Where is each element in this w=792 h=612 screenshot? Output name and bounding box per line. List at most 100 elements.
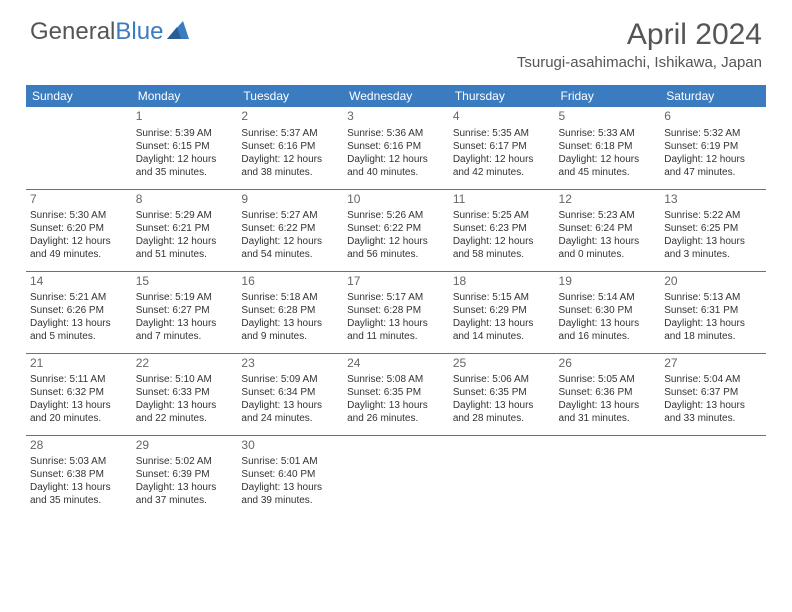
sunrise-text: Sunrise: 5:05 AM <box>559 373 657 386</box>
sunset-text: Sunset: 6:18 PM <box>559 140 657 153</box>
sunrise-text: Sunrise: 5:19 AM <box>136 291 234 304</box>
sunrise-text: Sunrise: 5:30 AM <box>30 209 128 222</box>
calendar-cell: 22Sunrise: 5:10 AMSunset: 6:33 PMDayligh… <box>132 353 238 435</box>
daylight-text: Daylight: 13 hours <box>347 399 445 412</box>
weekday-header-row: Sunday Monday Tuesday Wednesday Thursday… <box>26 85 766 107</box>
weekday-header: Tuesday <box>237 85 343 107</box>
location-text: Tsurugi-asahimachi, Ishikawa, Japan <box>517 54 762 71</box>
sunset-text: Sunset: 6:19 PM <box>664 140 762 153</box>
calendar-cell: 29Sunrise: 5:02 AMSunset: 6:39 PMDayligh… <box>132 435 238 517</box>
daylight-text: and 38 minutes. <box>241 166 339 179</box>
calendar-cell: 13Sunrise: 5:22 AMSunset: 6:25 PMDayligh… <box>660 189 766 271</box>
weekday-header: Wednesday <box>343 85 449 107</box>
daylight-text: and 20 minutes. <box>30 412 128 425</box>
sunset-text: Sunset: 6:25 PM <box>664 222 762 235</box>
sunset-text: Sunset: 6:40 PM <box>241 468 339 481</box>
daylight-text: Daylight: 12 hours <box>347 153 445 166</box>
calendar-cell: 17Sunrise: 5:17 AMSunset: 6:28 PMDayligh… <box>343 271 449 353</box>
sunrise-text: Sunrise: 5:01 AM <box>241 455 339 468</box>
daylight-text: and 35 minutes. <box>30 494 128 507</box>
weekday-header: Friday <box>555 85 661 107</box>
daylight-text: Daylight: 12 hours <box>559 153 657 166</box>
sunrise-text: Sunrise: 5:21 AM <box>30 291 128 304</box>
sunset-text: Sunset: 6:23 PM <box>453 222 551 235</box>
sunset-text: Sunset: 6:27 PM <box>136 304 234 317</box>
daylight-text: Daylight: 13 hours <box>453 317 551 330</box>
logo-text-2: Blue <box>115 18 163 46</box>
sunset-text: Sunset: 6:29 PM <box>453 304 551 317</box>
page-title: April 2024 <box>517 18 762 52</box>
day-number: 25 <box>453 356 551 372</box>
calendar-cell: 10Sunrise: 5:26 AMSunset: 6:22 PMDayligh… <box>343 189 449 271</box>
daylight-text: and 0 minutes. <box>559 248 657 261</box>
sunset-text: Sunset: 6:21 PM <box>136 222 234 235</box>
daylight-text: Daylight: 13 hours <box>559 399 657 412</box>
sunset-text: Sunset: 6:28 PM <box>241 304 339 317</box>
sunset-text: Sunset: 6:26 PM <box>30 304 128 317</box>
calendar-cell: 19Sunrise: 5:14 AMSunset: 6:30 PMDayligh… <box>555 271 661 353</box>
sunset-text: Sunset: 6:28 PM <box>347 304 445 317</box>
daylight-text: Daylight: 13 hours <box>664 399 762 412</box>
sunrise-text: Sunrise: 5:29 AM <box>136 209 234 222</box>
daylight-text: Daylight: 13 hours <box>453 399 551 412</box>
sunset-text: Sunset: 6:16 PM <box>347 140 445 153</box>
sunset-text: Sunset: 6:32 PM <box>30 386 128 399</box>
daylight-text: Daylight: 12 hours <box>347 235 445 248</box>
sunrise-text: Sunrise: 5:11 AM <box>30 373 128 386</box>
daylight-text: and 11 minutes. <box>347 330 445 343</box>
day-number: 28 <box>30 438 128 454</box>
calendar-cell: 25Sunrise: 5:06 AMSunset: 6:35 PMDayligh… <box>449 353 555 435</box>
sunset-text: Sunset: 6:22 PM <box>347 222 445 235</box>
daylight-text: and 40 minutes. <box>347 166 445 179</box>
sunrise-text: Sunrise: 5:23 AM <box>559 209 657 222</box>
calendar-cell: 9Sunrise: 5:27 AMSunset: 6:22 PMDaylight… <box>237 189 343 271</box>
calendar-row: 1Sunrise: 5:39 AMSunset: 6:15 PMDaylight… <box>26 107 766 189</box>
daylight-text: Daylight: 13 hours <box>136 317 234 330</box>
daylight-text: Daylight: 13 hours <box>241 481 339 494</box>
calendar-table: Sunday Monday Tuesday Wednesday Thursday… <box>26 85 766 517</box>
daylight-text: and 9 minutes. <box>241 330 339 343</box>
daylight-text: and 18 minutes. <box>664 330 762 343</box>
sunrise-text: Sunrise: 5:04 AM <box>664 373 762 386</box>
day-number: 16 <box>241 274 339 290</box>
logo-text-1: General <box>30 18 115 46</box>
calendar-cell: 14Sunrise: 5:21 AMSunset: 6:26 PMDayligh… <box>26 271 132 353</box>
daylight-text: and 54 minutes. <box>241 248 339 261</box>
sunrise-text: Sunrise: 5:18 AM <box>241 291 339 304</box>
daylight-text: and 26 minutes. <box>347 412 445 425</box>
day-number: 9 <box>241 192 339 208</box>
sunset-text: Sunset: 6:15 PM <box>136 140 234 153</box>
sunrise-text: Sunrise: 5:08 AM <box>347 373 445 386</box>
day-number: 30 <box>241 438 339 454</box>
day-number: 11 <box>453 192 551 208</box>
sunset-text: Sunset: 6:35 PM <box>347 386 445 399</box>
sunrise-text: Sunrise: 5:06 AM <box>453 373 551 386</box>
sunrise-text: Sunrise: 5:14 AM <box>559 291 657 304</box>
day-number: 8 <box>136 192 234 208</box>
daylight-text: Daylight: 13 hours <box>347 317 445 330</box>
sunrise-text: Sunrise: 5:33 AM <box>559 127 657 140</box>
daylight-text: Daylight: 12 hours <box>453 153 551 166</box>
day-number: 10 <box>347 192 445 208</box>
calendar-cell: 3Sunrise: 5:36 AMSunset: 6:16 PMDaylight… <box>343 107 449 189</box>
calendar-cell <box>343 435 449 517</box>
day-number: 19 <box>559 274 657 290</box>
calendar-cell: 6Sunrise: 5:32 AMSunset: 6:19 PMDaylight… <box>660 107 766 189</box>
daylight-text: Daylight: 13 hours <box>30 481 128 494</box>
daylight-text: and 3 minutes. <box>664 248 762 261</box>
weekday-header: Monday <box>132 85 238 107</box>
daylight-text: and 56 minutes. <box>347 248 445 261</box>
calendar-cell: 18Sunrise: 5:15 AMSunset: 6:29 PMDayligh… <box>449 271 555 353</box>
calendar-cell: 28Sunrise: 5:03 AMSunset: 6:38 PMDayligh… <box>26 435 132 517</box>
calendar-cell: 24Sunrise: 5:08 AMSunset: 6:35 PMDayligh… <box>343 353 449 435</box>
calendar-cell: 21Sunrise: 5:11 AMSunset: 6:32 PMDayligh… <box>26 353 132 435</box>
sunrise-text: Sunrise: 5:17 AM <box>347 291 445 304</box>
sunset-text: Sunset: 6:20 PM <box>30 222 128 235</box>
daylight-text: and 14 minutes. <box>453 330 551 343</box>
sunrise-text: Sunrise: 5:09 AM <box>241 373 339 386</box>
calendar-cell: 8Sunrise: 5:29 AMSunset: 6:21 PMDaylight… <box>132 189 238 271</box>
daylight-text: and 58 minutes. <box>453 248 551 261</box>
day-number: 14 <box>30 274 128 290</box>
daylight-text: and 22 minutes. <box>136 412 234 425</box>
daylight-text: Daylight: 13 hours <box>30 399 128 412</box>
